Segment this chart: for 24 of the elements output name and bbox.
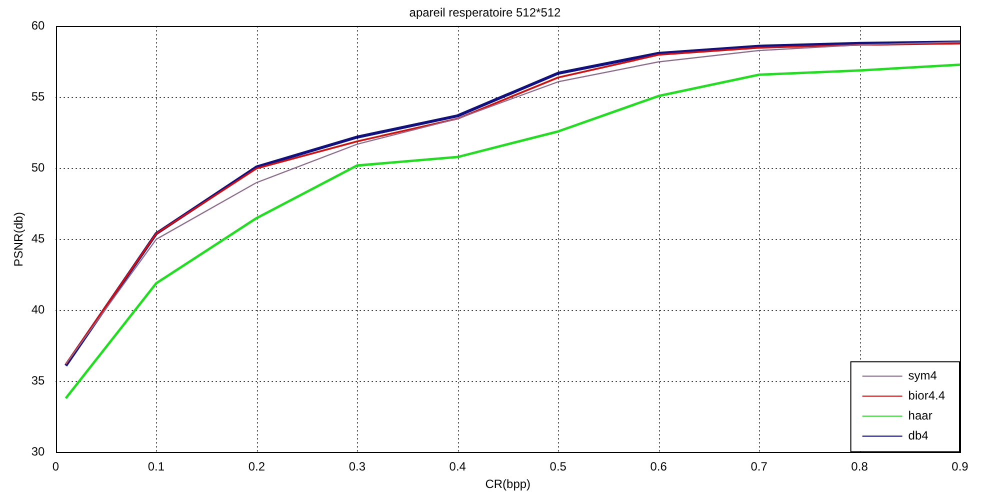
legend-label: haar [908,408,932,423]
x-tick-label: 0.7 [750,460,768,474]
x-tick-label: 0.4 [449,460,466,474]
y-tick-label: 60 [31,18,46,33]
y-tick-label: 40 [31,302,46,317]
x-axis-title: CR(bpp) [485,477,531,492]
x-tick-label: 0.8 [851,460,868,474]
legend-label: bior4.4 [908,388,946,403]
x-tick-label: 0.6 [650,460,668,474]
x-tick-label: 0.9 [952,460,969,474]
legend-label: sym4 [908,368,938,383]
y-tick-label: 55 [31,90,46,104]
y-tick-label: 30 [31,444,46,459]
x-tick-label: 0.2 [248,460,266,474]
y-tick-label: 45 [31,232,46,246]
y-axis-title: PSNR(db) [12,212,26,267]
y-tick-label: 50 [31,160,46,175]
y-tick-label: 35 [31,374,46,388]
x-tick-label: 0.1 [148,460,165,474]
x-tick-label: 0.3 [348,460,366,474]
x-tick-label: 0.5 [550,460,567,474]
x-tick-label: 0 [52,460,60,474]
legend-label: db4 [908,428,929,443]
chart-title: apareil resperatoire 512*512 [409,6,562,20]
